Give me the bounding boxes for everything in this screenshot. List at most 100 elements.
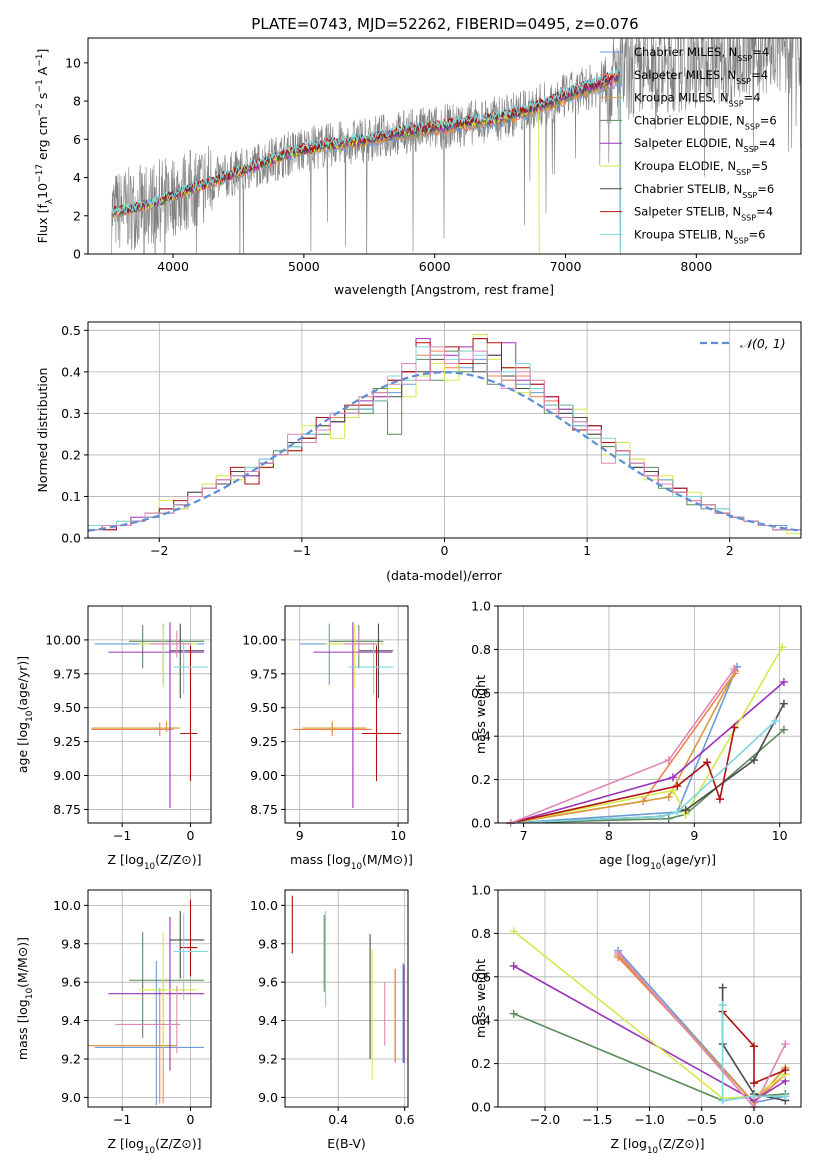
x-axis-label: wavelength [Angstrom, rest frame] xyxy=(334,282,554,297)
residual_hist-frame: −2 −1 0 1 2 0.0 0.1 0.2 0.3 0.4 0.5 xyxy=(61,321,802,558)
weight-marker xyxy=(668,773,677,782)
histogram-step xyxy=(88,346,801,538)
weight-marker xyxy=(664,814,673,823)
x-axis-label: Z [log10(Z/Z⊙)] xyxy=(610,1136,704,1156)
x-tick-label: 6000 xyxy=(419,259,451,274)
weight-marker xyxy=(778,643,787,652)
weight-marker xyxy=(703,758,712,767)
y-tick-label: 9.50 xyxy=(250,700,278,715)
y-tick-label: 6 xyxy=(73,132,81,147)
age_vs_mass-frame: 9 10 8.75 9.00 9.25 9.50 9.75 10.00 xyxy=(242,605,409,843)
weight-line xyxy=(510,681,785,823)
y-tick-label: 0.5 xyxy=(61,323,81,338)
y-tick-label: 8.75 xyxy=(250,802,278,817)
weight-marker xyxy=(730,723,739,732)
weight-marker xyxy=(715,795,724,804)
y-tick-label: 0.4 xyxy=(471,1013,491,1028)
weight-marker xyxy=(718,1096,727,1105)
y-tick-label: 9.50 xyxy=(53,700,81,715)
normal-curve xyxy=(87,371,802,532)
weight-marker xyxy=(718,983,727,992)
y-tick-label: 0.8 xyxy=(471,926,491,941)
x-tick-label: 1 xyxy=(583,543,591,558)
spectrum-frame: 4000 5000 6000 7000 8000 0 2 4 6 8 10 xyxy=(65,37,802,274)
residual_hist-axes: 𝒩(0, 1) (data-model)/error Normed distribu… xyxy=(35,322,802,583)
weight-marker xyxy=(771,717,780,726)
weight-marker xyxy=(614,948,623,957)
y-tick-label: 10.00 xyxy=(45,632,81,647)
y-tick-label: 10 xyxy=(65,55,81,70)
legend-entry: Salpeter MILES, NSSP=4 xyxy=(634,68,768,86)
y-tick-label: 9.25 xyxy=(53,734,81,749)
weight-marker xyxy=(749,1079,758,1088)
y-tick-label: 9.00 xyxy=(250,768,278,783)
y-tick-label: 0.4 xyxy=(471,729,491,744)
axes-frame xyxy=(284,605,409,824)
x-tick-label: −0.5 xyxy=(687,1112,717,1127)
y-tick-label: 9.8 xyxy=(61,936,81,951)
x-axis-label: Z [log10(Z/Z⊙)] xyxy=(107,852,201,872)
x-axis-label: mass [log10(M/M⊙)] xyxy=(290,852,413,872)
y-axis-label: Normed distribution xyxy=(35,368,50,493)
axes-frame xyxy=(87,889,212,1108)
x-tick-label: −1 xyxy=(293,543,311,558)
weight-line xyxy=(510,727,736,823)
weight-marker xyxy=(781,1066,790,1075)
y-tick-label: 9.6 xyxy=(61,975,81,990)
x-tick-label: 0.4 xyxy=(328,1112,348,1127)
legend-entry: 𝒩(0, 1) xyxy=(740,336,786,351)
x-tick-label: −1 xyxy=(113,1112,131,1127)
y-tick-label: 9.0 xyxy=(258,1090,278,1105)
y-tick-label: 0 xyxy=(73,247,81,262)
x-tick-label: −1 xyxy=(113,828,131,843)
y-tick-label: 0.2 xyxy=(471,772,491,787)
y-tick-label: 9.75 xyxy=(53,666,81,681)
legend-entry: Chabrier ELODIE, NSSP=6 xyxy=(634,113,777,130)
legend-entry: Salpeter STELIB, NSSP=4 xyxy=(634,205,773,223)
axes-frame xyxy=(87,37,802,255)
y-tick-label: 9.8 xyxy=(258,936,278,951)
y-tick-label: 0.4 xyxy=(61,364,81,379)
weight-marker xyxy=(673,782,682,791)
x-tick-label: 9 xyxy=(690,828,698,843)
x-tick-label: 2 xyxy=(726,543,734,558)
figure-title: PLATE=0743, MJD=52262, FIBERID=0495, z=0… xyxy=(251,15,638,33)
axes-frame xyxy=(87,605,212,824)
legend-entry: Salpeter ELODIE, NSSP=4 xyxy=(634,136,776,154)
model-spectrum-line xyxy=(111,67,621,254)
weight-line xyxy=(513,930,786,1100)
y-tick-label: 4 xyxy=(73,170,81,185)
weight-line xyxy=(721,1005,786,1102)
weight-marker xyxy=(664,756,673,765)
weight-marker xyxy=(664,792,673,801)
y-tick-label: 0.6 xyxy=(471,685,491,700)
weight-marker xyxy=(656,812,665,821)
y-axis-label: mass weight xyxy=(473,675,488,754)
y-tick-label: 10.0 xyxy=(250,898,278,913)
axes-frame xyxy=(284,889,409,1108)
weight-marker xyxy=(781,1092,790,1101)
x-tick-label: −2.0 xyxy=(530,1112,560,1127)
y-tick-label: 9.0 xyxy=(61,1090,81,1105)
weight_vs_Z-frame: −2.0 −1.5 −1.0 −0.5 0.0 0.0 0.2 0.4 0.6 0.8 1.0 xyxy=(471,883,802,1127)
legend-entry: Kroupa STELIB, NSSP=6 xyxy=(634,227,765,245)
y-tick-label: 9.25 xyxy=(250,734,278,749)
y-axis-label: age [log10(age/yr)] xyxy=(15,656,35,773)
y-tick-label: 0.0 xyxy=(471,1100,491,1115)
y-tick-label: 10.00 xyxy=(242,632,278,647)
y-tick-label: 1.0 xyxy=(471,599,491,614)
x-axis-label: Z [log10(Z/Z⊙)] xyxy=(107,1136,201,1156)
y-tick-label: 2 xyxy=(73,208,81,223)
y-tick-label: 1.0 xyxy=(471,883,491,898)
y-tick-label: 0.2 xyxy=(471,1056,491,1071)
y-tick-label: 8.75 xyxy=(53,802,81,817)
y-tick-label: 0.8 xyxy=(471,642,491,657)
weight-marker xyxy=(779,699,788,708)
x-tick-label: 8 xyxy=(605,828,613,843)
x-axis-label: E(B-V) xyxy=(327,1136,366,1151)
weight-marker xyxy=(509,927,518,936)
x-tick-label: 0.0 xyxy=(744,1112,764,1127)
weight-line xyxy=(510,720,776,823)
y-tick-label: 9.2 xyxy=(258,1051,278,1066)
